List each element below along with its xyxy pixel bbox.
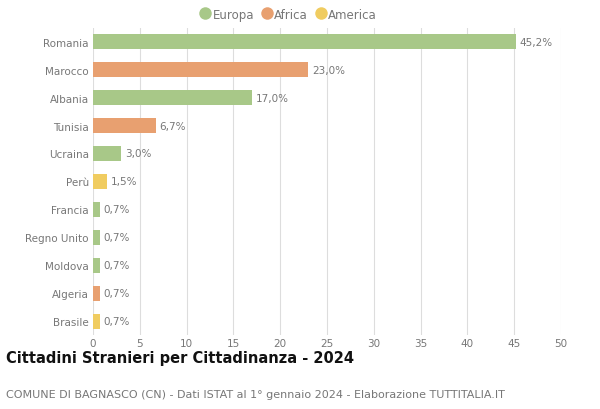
Text: 3,0%: 3,0% [125,149,151,159]
Text: 45,2%: 45,2% [520,38,553,47]
Bar [93,91,252,106]
Text: 0,7%: 0,7% [103,261,130,271]
Bar [93,314,100,329]
Text: 23,0%: 23,0% [312,65,345,75]
Bar [93,230,100,245]
Text: 0,7%: 0,7% [103,289,130,299]
Bar [93,146,121,162]
Bar [93,63,308,78]
Bar [93,174,107,190]
Text: COMUNE DI BAGNASCO (CN) - Dati ISTAT al 1° gennaio 2024 - Elaborazione TUTTITALI: COMUNE DI BAGNASCO (CN) - Dati ISTAT al … [6,389,505,399]
Bar [93,258,100,273]
Text: 1,5%: 1,5% [111,177,137,187]
Text: 6,7%: 6,7% [160,121,186,131]
Text: Cittadini Stranieri per Cittadinanza - 2024: Cittadini Stranieri per Cittadinanza - 2… [6,350,354,365]
Text: 0,7%: 0,7% [103,317,130,326]
Text: 17,0%: 17,0% [256,93,289,103]
Bar [93,119,156,134]
Legend: Europa, Africa, America: Europa, Africa, America [197,4,382,26]
Text: 0,7%: 0,7% [103,205,130,215]
Bar [93,202,100,218]
Bar [93,35,516,50]
Text: 0,7%: 0,7% [103,233,130,243]
Bar [93,286,100,301]
